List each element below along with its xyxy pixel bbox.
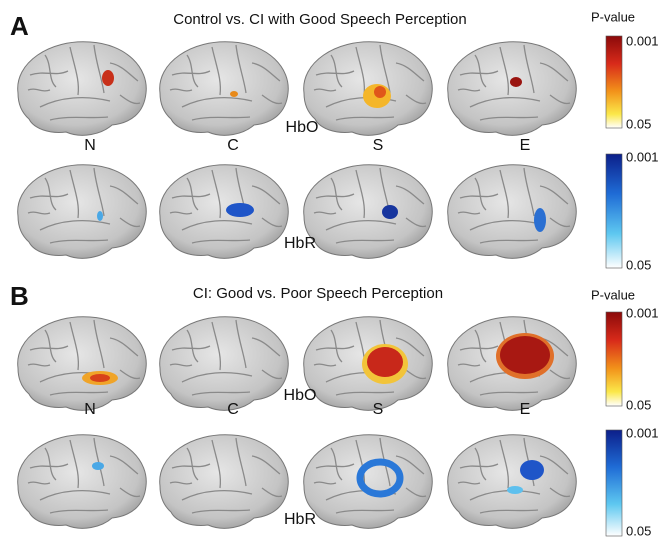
panel-label: A <box>10 11 29 41</box>
brain <box>18 165 147 259</box>
panel-title: CI: Good vs. Poor Speech Perception <box>193 285 443 302</box>
activation <box>374 86 386 98</box>
activation <box>382 205 398 219</box>
scale-max: 0.001 <box>626 305 659 320</box>
brain <box>448 42 577 136</box>
condition-label: N <box>84 137 96 154</box>
activation <box>367 347 403 377</box>
brain <box>18 435 147 529</box>
chromophore-label: HbO <box>286 119 319 136</box>
colorbar-hbo <box>606 36 622 128</box>
panel-title: Control vs. CI with Good Speech Percepti… <box>173 11 466 28</box>
condition-label: E <box>520 401 531 418</box>
activation <box>90 374 110 382</box>
condition-label: S <box>373 137 384 154</box>
chromophore-label: HbR <box>284 511 316 528</box>
brain <box>448 165 577 259</box>
scale-max: 0.001 <box>626 149 659 164</box>
brain <box>18 317 147 411</box>
scale-min: 0.05 <box>626 397 651 412</box>
condition-label: C <box>227 137 239 154</box>
brain <box>304 435 433 529</box>
scale-min: 0.05 <box>626 257 651 272</box>
brain <box>160 165 289 259</box>
legend-title: P-value <box>591 287 635 302</box>
activation <box>500 336 550 374</box>
activation <box>92 462 104 470</box>
scale-min: 0.05 <box>626 523 651 538</box>
activation <box>230 91 238 97</box>
colorbar-hbr <box>606 154 622 268</box>
scale-min: 0.05 <box>626 116 651 131</box>
condition-label: C <box>227 401 239 418</box>
brain <box>160 42 289 136</box>
scale-max: 0.001 <box>626 33 659 48</box>
colorbar-hbr <box>606 430 622 536</box>
figure: A Control vs. CI with Good Speech Percep… <box>0 0 665 540</box>
legend-title: P-value <box>591 9 635 24</box>
activation <box>510 77 522 87</box>
brain <box>160 317 289 411</box>
activation <box>97 211 103 221</box>
brain <box>160 435 289 529</box>
panel-label: B <box>10 281 29 311</box>
condition-label: E <box>520 137 531 154</box>
condition-label: S <box>373 401 384 418</box>
activation <box>534 208 546 232</box>
brain <box>448 435 577 529</box>
chromophore-label: HbO <box>284 387 317 404</box>
condition-label: N <box>84 401 96 418</box>
activation <box>226 203 254 217</box>
scale-max: 0.001 <box>626 425 659 440</box>
brain <box>18 42 147 136</box>
chromophore-label: HbR <box>284 235 316 252</box>
activation <box>507 486 523 494</box>
activation <box>102 70 114 86</box>
colorbar-hbo <box>606 312 622 406</box>
brain <box>304 165 433 259</box>
activation <box>520 460 544 480</box>
